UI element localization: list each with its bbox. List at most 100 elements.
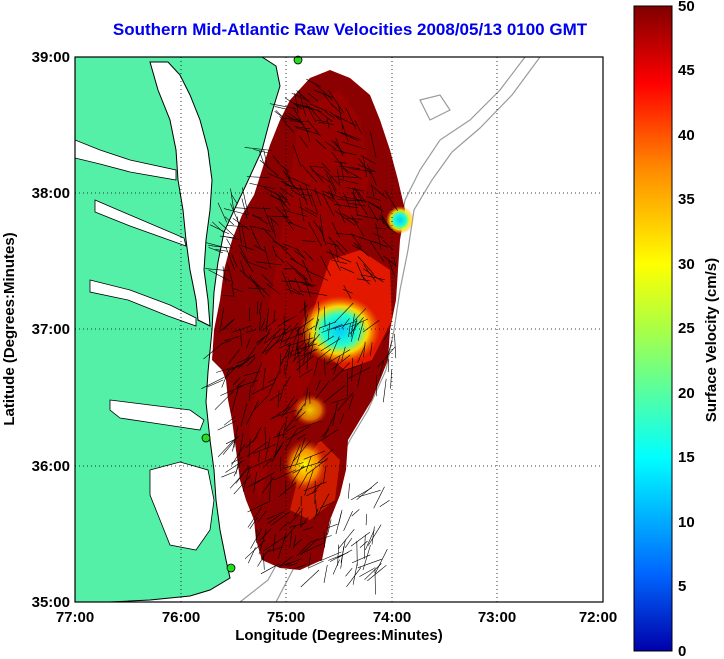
velocity-vector [273, 310, 276, 322]
velocity-vector [270, 511, 290, 526]
velocity-vector [356, 278, 371, 282]
velocity-vector [337, 544, 339, 566]
velocity-vector [249, 183, 276, 190]
velocity-vector [301, 460, 327, 469]
velocity-vector [291, 189, 308, 201]
velocity-vector [246, 400, 259, 425]
x-tick-label: 76:00 [162, 609, 200, 626]
velocity-vector [327, 322, 330, 341]
velocity-vector [353, 189, 358, 216]
velocity-vector [357, 490, 381, 498]
velocity-vector [303, 342, 307, 364]
velocity-vector [267, 377, 278, 383]
velocity-vector [217, 420, 237, 431]
velocity-vector [302, 527, 313, 531]
velocity-vector [290, 187, 309, 190]
velocity-vector [325, 141, 337, 150]
velocity-vector [323, 531, 325, 548]
velocity-vector [338, 529, 355, 549]
velocity-vector [201, 376, 226, 389]
velocity-vector [256, 336, 266, 346]
velocity-vector [284, 364, 286, 377]
velocity-vector [247, 458, 272, 470]
velocity-vector [248, 261, 268, 270]
velocity-vector [292, 440, 311, 462]
velocity-vector [319, 501, 335, 509]
velocity-vector [251, 278, 270, 297]
velocity-vector [329, 554, 343, 562]
velocity-vector [231, 325, 252, 333]
velocity-vector [371, 526, 375, 545]
velocity-vector [235, 459, 240, 475]
velocity-vector [265, 308, 269, 333]
velocity-vector [240, 252, 254, 272]
velocity-vector [226, 225, 248, 228]
velocity-vector [257, 555, 265, 567]
velocity-vector [318, 429, 339, 442]
velocity-vector [303, 274, 311, 298]
velocity-vector [246, 176, 270, 178]
velocity-vector [267, 214, 280, 226]
velocity-vector [262, 458, 272, 469]
velocity-vector [270, 218, 276, 238]
velocity-vector [279, 187, 294, 198]
velocity-vector [348, 394, 354, 411]
velocity-vector [258, 452, 260, 463]
velocity-vector [292, 466, 306, 474]
velocity-vector [296, 433, 307, 440]
velocity-vector [230, 252, 238, 267]
velocity-vector [267, 514, 281, 524]
velocity-vector [260, 563, 280, 575]
velocity-vector [283, 170, 293, 184]
velocity-vector [298, 420, 322, 429]
velocity-vector [272, 533, 276, 552]
velocity-vector [293, 107, 306, 130]
velocity-vector [328, 185, 334, 198]
x-axis-label: Longitude (Degrees:Minutes) [235, 627, 443, 644]
velocity-vector [300, 542, 325, 555]
velocity-vector [258, 529, 267, 555]
x-tick-label: 77:00 [56, 609, 94, 626]
velocity-vector [280, 315, 298, 325]
velocity-vector [243, 371, 261, 377]
velocity-vector [272, 155, 280, 165]
velocity-vector [278, 562, 291, 567]
velocity-vector [284, 428, 298, 451]
albemarle-sound [109, 399, 205, 431]
velocity-vector [258, 528, 272, 542]
colorbar-label: Surface Velocity (cm/s) [703, 258, 720, 422]
velocity-vector [262, 227, 277, 244]
velocity-vector [276, 193, 285, 204]
velocity-vector [306, 355, 309, 370]
colorbar-tick: 40 [678, 127, 695, 144]
x-tick-label: 73:00 [478, 609, 516, 626]
velocity-vector [375, 223, 382, 249]
velocity-vector [383, 330, 390, 341]
velocity-vector [367, 564, 387, 582]
velocity-vector [334, 210, 356, 226]
velocity-vector [269, 393, 281, 401]
velocity-vector [310, 535, 332, 543]
x-tick-label: 74:00 [373, 609, 411, 626]
velocity-vector [262, 334, 277, 354]
velocity-vector [288, 221, 307, 230]
velocity-vector [356, 481, 379, 501]
velocity-vector [253, 149, 269, 154]
velocity-vector [336, 168, 341, 187]
velocity-vector [351, 357, 353, 382]
velocity-vector [331, 259, 347, 264]
velocity-vector [264, 246, 271, 269]
velocity-vector [276, 422, 285, 438]
velocity-vector [350, 313, 355, 338]
velocity-vector [363, 341, 366, 358]
velocity-vector [349, 317, 364, 335]
y-tick-label: 37:00 [32, 321, 70, 338]
velocity-vector [249, 516, 258, 530]
velocity-vector [208, 269, 231, 282]
velocity-vector [282, 117, 301, 121]
velocity-vector [317, 335, 335, 347]
velocity-vector [238, 433, 244, 457]
velocity-vector [357, 344, 366, 364]
velocity-vector [296, 402, 306, 414]
velocity-vector [305, 128, 311, 142]
